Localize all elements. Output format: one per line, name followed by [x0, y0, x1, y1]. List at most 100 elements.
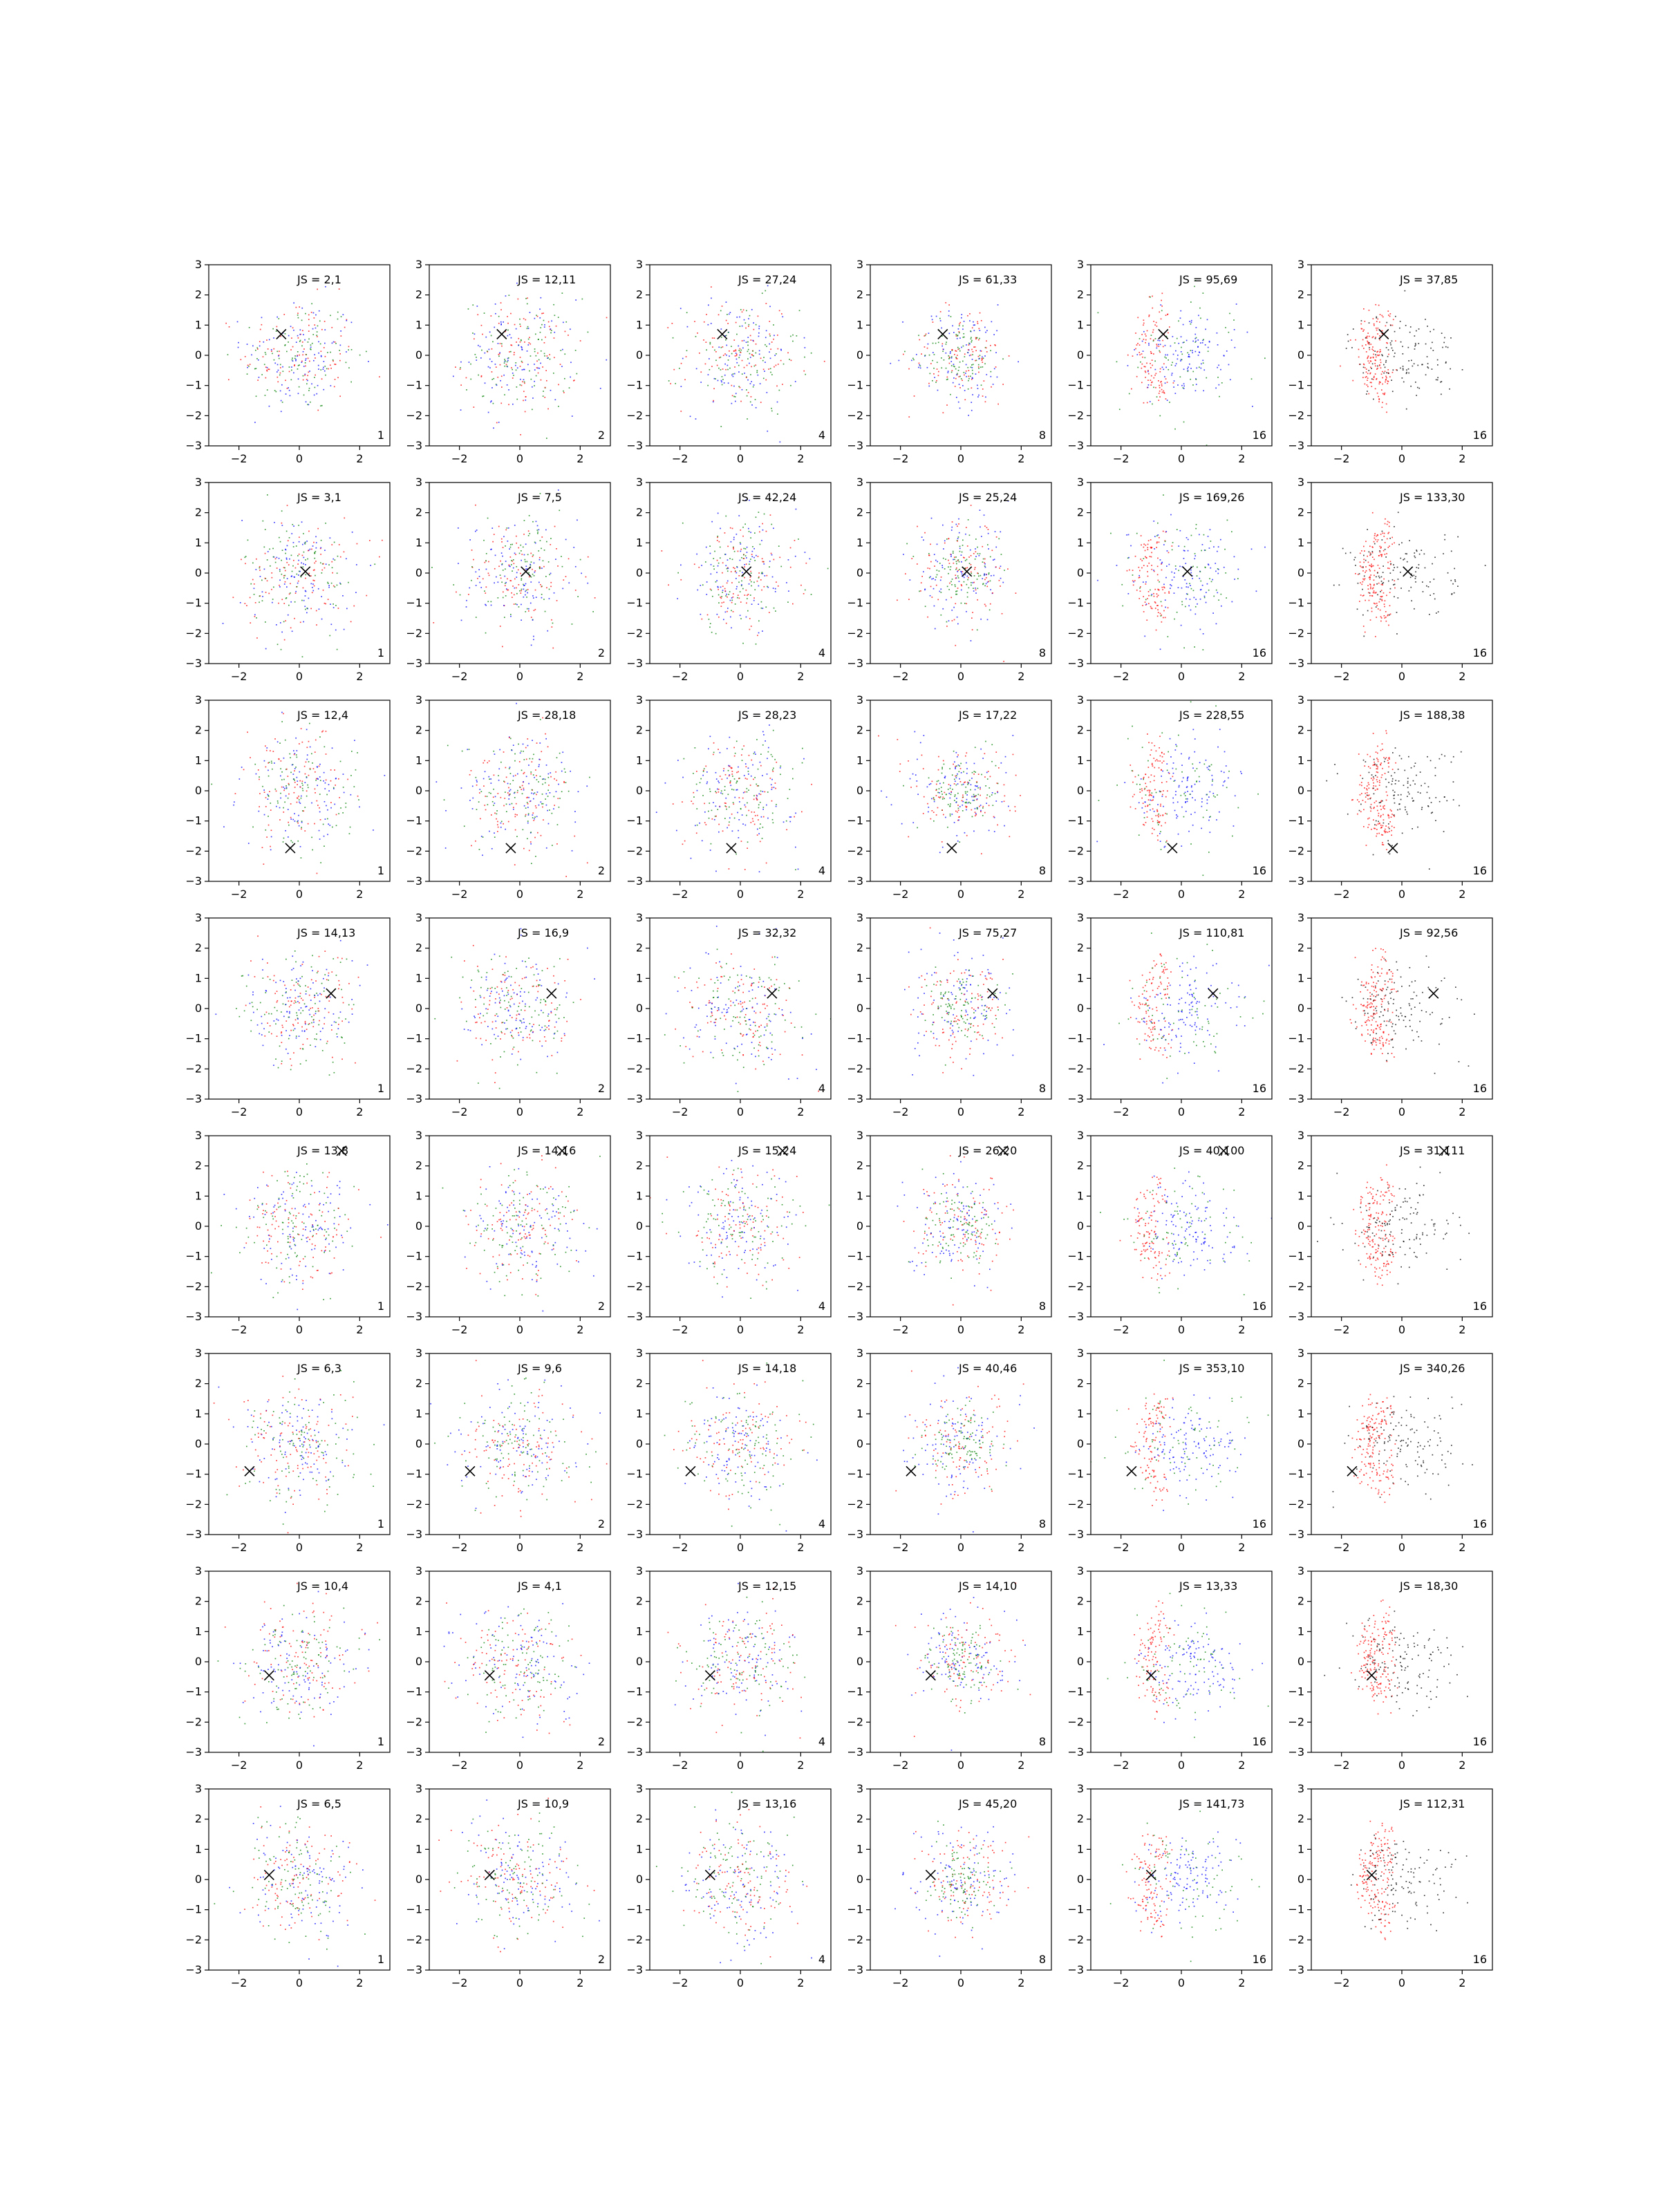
y-tick-label: 0 [195, 566, 202, 579]
scatter-point [1143, 322, 1145, 324]
scatter-point [1151, 568, 1153, 570]
scatter-point [285, 552, 286, 554]
scatter-point [1225, 327, 1226, 328]
scatter-point [1164, 344, 1166, 346]
scatter-point [1374, 533, 1376, 534]
scatter-point [729, 527, 731, 529]
scatter-point [280, 400, 282, 402]
scatter-point [714, 349, 715, 351]
scatter-point [353, 786, 355, 787]
scatter-point [1161, 391, 1163, 393]
scatter-point [962, 545, 964, 546]
scatter-point [1374, 388, 1376, 390]
scatter-point [971, 339, 973, 341]
scatter-point [274, 788, 276, 790]
scatter-point [1152, 403, 1153, 405]
scatter-point [945, 559, 946, 560]
scatter-point [694, 321, 695, 322]
scatter-point [724, 774, 727, 776]
scatter-point [919, 339, 921, 341]
scatter-point [482, 854, 483, 856]
scatter-point [317, 778, 319, 780]
scatter-point [525, 776, 527, 778]
scatter-point [672, 803, 674, 805]
scatter-point [345, 806, 347, 808]
scatter-point [1156, 593, 1158, 595]
scatter-point [790, 384, 791, 386]
scatter-point [732, 802, 734, 803]
scatter-point [936, 368, 938, 370]
scatter-points [897, 500, 1017, 662]
y-tick-label: −3 [185, 439, 202, 452]
scatter-point [704, 363, 706, 365]
scatter-point [508, 768, 510, 769]
scatter-point [771, 523, 773, 525]
scatter-point [957, 805, 959, 806]
scatter-point [301, 341, 303, 343]
scatter-point [538, 568, 541, 570]
scatter-point [742, 309, 744, 311]
scatter-point [963, 332, 965, 335]
scatter-point [514, 816, 516, 818]
y-tick-label: 3 [1077, 476, 1084, 489]
scatter-point [714, 550, 715, 552]
scatter-point [500, 560, 501, 562]
scatter-point [469, 539, 471, 541]
scatter-point [261, 600, 263, 601]
scatter-point [959, 323, 960, 325]
scatter-point [966, 596, 968, 598]
scatter-point [1145, 599, 1147, 601]
scatter-point [788, 590, 789, 592]
scatter-point [304, 773, 306, 775]
scatter-point [1360, 566, 1362, 568]
scatter-point [993, 368, 995, 370]
scatter-point [379, 556, 380, 558]
x-marker [521, 566, 532, 577]
scatter-point [1164, 541, 1166, 543]
scatter-point [574, 350, 577, 351]
scatter-point [961, 314, 963, 315]
scatter-point [929, 594, 931, 597]
scatter-point [1385, 620, 1387, 622]
scatter-point [301, 780, 303, 782]
scatter-point [747, 337, 749, 338]
scatter-point [1370, 366, 1371, 368]
scatter-point [308, 314, 310, 316]
scatter-point [498, 422, 500, 423]
scatter-point [1089, 598, 1091, 599]
scatter-point [1379, 551, 1381, 553]
scatter-point [972, 612, 973, 613]
scatter-point [1159, 311, 1161, 313]
scatter-point [1164, 592, 1166, 594]
scatter-point [288, 335, 290, 337]
scatter-point [968, 563, 971, 564]
scatter-point [543, 319, 545, 321]
scatter-point [741, 325, 743, 327]
scatter-point [285, 379, 286, 382]
scatter-point [898, 359, 900, 362]
corner-label: 2 [598, 864, 605, 877]
scatter-point [315, 357, 316, 359]
scatter-point [1207, 346, 1209, 348]
scatter-point [990, 375, 992, 377]
scatter-point [314, 552, 316, 554]
scatter-point [268, 368, 270, 371]
y-tick-label: 1 [415, 753, 422, 767]
scatter-point [744, 577, 745, 579]
scatter-point [993, 559, 994, 561]
scatter-point [483, 312, 485, 314]
corner-label: 16 [1253, 646, 1266, 659]
scatter-point [542, 783, 543, 785]
scatter-point [1235, 303, 1237, 305]
scatter-point [281, 721, 283, 722]
scatter-point [238, 778, 241, 780]
scatter-point [975, 373, 977, 375]
scatter-point [1161, 366, 1163, 368]
scatter-point [970, 564, 972, 565]
scatter-point [565, 576, 567, 577]
scatter-point [253, 583, 255, 585]
scatter-point [957, 346, 959, 348]
scatter-point [474, 354, 476, 355]
scatter-point [1435, 379, 1437, 381]
